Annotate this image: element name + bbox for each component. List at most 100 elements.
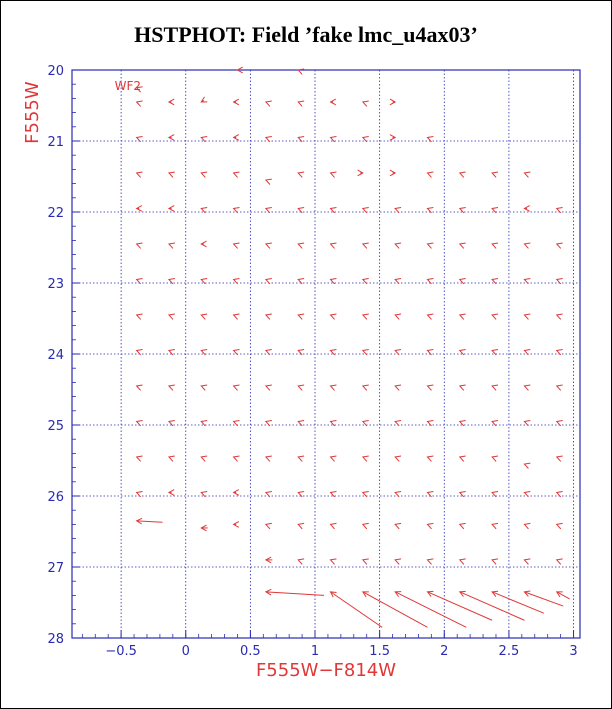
vector-arrow — [167, 205, 175, 212]
vector-arrow — [232, 521, 240, 528]
vector-arrow — [426, 522, 434, 530]
vector-arrow — [200, 240, 207, 248]
vector-arrow — [523, 205, 530, 212]
vector-arrow — [523, 348, 531, 356]
vector-arrow — [167, 242, 175, 249]
vector-arrow — [329, 384, 337, 391]
vector-arrow — [361, 558, 369, 565]
vector-arrow — [523, 419, 531, 427]
vector-arrow — [394, 522, 402, 530]
vector-arrow — [555, 490, 563, 498]
vector-arrow — [232, 489, 240, 496]
vector-arrow — [426, 558, 434, 565]
y-tick-label: 21 — [47, 135, 64, 150]
vector-arrow — [426, 206, 434, 214]
vector-arrow — [361, 522, 369, 530]
vector-arrow — [361, 100, 369, 107]
vector-arrow — [232, 98, 240, 106]
vector-arrow — [135, 171, 143, 178]
vector-arrow — [329, 171, 337, 178]
vector-arrow — [491, 455, 499, 462]
vector-arrow — [264, 313, 272, 320]
vector-arrow — [264, 135, 272, 143]
vector-arrow — [297, 206, 305, 214]
vector-arrow — [555, 522, 563, 530]
vector-arrow — [264, 522, 272, 530]
vector-arrow — [394, 384, 402, 391]
vector-arrow — [200, 206, 208, 214]
vector-arrow — [135, 135, 143, 143]
vector-arrow — [491, 313, 499, 320]
vector-arrow — [458, 348, 466, 356]
vector-arrow — [329, 206, 337, 214]
vector-arrow — [264, 348, 272, 356]
vector-arrow — [200, 135, 208, 143]
vector-arrow — [167, 455, 175, 462]
vector-arrow — [555, 206, 563, 214]
vector-arrow — [361, 591, 428, 628]
vector-arrow — [555, 384, 563, 391]
vector-arrow — [394, 490, 402, 498]
vector-arrow — [458, 522, 466, 530]
vector-arrow — [329, 522, 337, 530]
vector-arrow — [458, 384, 466, 391]
vector-arrow — [394, 277, 402, 285]
vector-arrow — [297, 348, 305, 356]
vector-arrow — [200, 313, 208, 320]
vector-arrow — [458, 171, 466, 178]
vector-arrow — [200, 455, 208, 462]
vector-arrow — [135, 455, 143, 462]
vector-arrow — [426, 455, 434, 462]
vector-arrow — [135, 348, 143, 356]
y-tick-label: 25 — [47, 419, 64, 434]
vector-arrow — [329, 98, 337, 106]
vector-arrow — [394, 558, 402, 565]
vector-arrow — [264, 242, 272, 249]
vector-arrow — [491, 206, 499, 214]
vector-arrow — [232, 313, 240, 320]
vector-arrow — [361, 277, 369, 285]
vector-arrow — [523, 490, 531, 498]
vector-arrow — [394, 242, 402, 249]
vector-arrow — [232, 171, 240, 178]
vector-arrow — [491, 490, 499, 498]
vector-arrow — [297, 242, 305, 249]
y-tick-label: 20 — [47, 64, 64, 79]
vector-field — [135, 66, 570, 628]
vector-arrow — [232, 242, 240, 249]
vector-arrow — [426, 313, 434, 320]
vector-arrow — [297, 171, 305, 178]
vector-arrow — [232, 134, 240, 141]
vector-arrow — [200, 419, 208, 427]
vector-arrow — [426, 135, 434, 143]
vector-arrow — [167, 98, 175, 106]
vector-arrow — [329, 490, 337, 498]
vector-arrow — [200, 490, 208, 498]
vector-arrow — [555, 313, 563, 320]
y-tick-labels: 20 21 22 23 24 25 26 27 28 — [47, 64, 64, 647]
vector-arrow — [232, 419, 240, 427]
vector-arrow — [491, 348, 499, 356]
vector-arrow — [394, 591, 467, 628]
vector-arrow — [523, 462, 531, 469]
vector-arrow — [135, 313, 143, 320]
vector-arrow — [458, 419, 466, 427]
vector-arrow — [426, 171, 434, 178]
vector-arrow — [236, 66, 243, 74]
vector-arrow — [329, 348, 337, 356]
y-tick-label: 26 — [47, 490, 64, 505]
x-tick-label: 1.5 — [369, 644, 390, 659]
vector-arrow — [135, 86, 143, 93]
vector-arrow — [555, 419, 563, 427]
vector-arrow — [458, 558, 466, 565]
vector-arrow — [361, 490, 369, 498]
x-tick-labels: −0.5 0 0.5 1 1.5 2 2.5 3 — [105, 644, 577, 659]
vector-arrow — [523, 313, 531, 320]
vector-arrow — [135, 490, 143, 498]
vector-arrow — [135, 205, 143, 212]
vector-arrow — [329, 591, 383, 628]
vector-arrow — [329, 313, 337, 320]
vector-arrow — [329, 135, 337, 143]
vector-arrow — [458, 455, 466, 462]
vector-arrow — [297, 277, 305, 285]
